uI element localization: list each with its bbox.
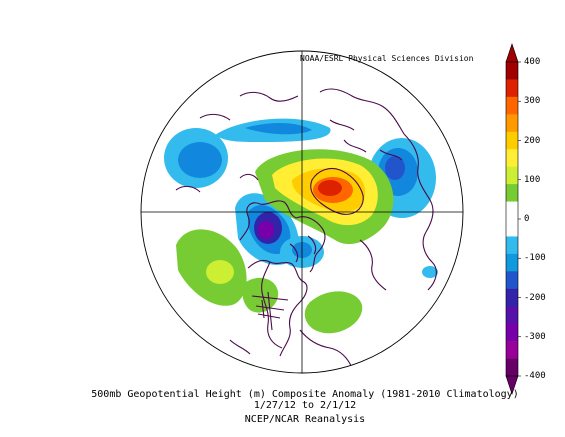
colorbar-arrow-top (505, 43, 519, 63)
colorbar-tick-label: 200 (524, 135, 541, 146)
anomaly-pacific-low-inner (178, 142, 222, 178)
colorbar-segment (506, 114, 518, 133)
anomaly-pacific-high-inner (206, 260, 234, 284)
colorbar-tick-label: -100 (524, 253, 546, 264)
colorbar-tick-label: -200 (524, 292, 546, 303)
anomaly-arctic-high-core (318, 180, 342, 196)
colorbar-segment (506, 79, 518, 98)
colorbar-segment (506, 271, 518, 290)
anomaly-na-low-core (258, 221, 274, 239)
anomaly-us-high (242, 277, 279, 313)
colorbar-segment (506, 219, 518, 237)
coastline-outline (175, 88, 445, 369)
colorbar-tick-label: 0 (524, 214, 530, 224)
colorbar-tick-label: 100 (524, 174, 541, 185)
anomaly-north-band-inner (245, 123, 312, 135)
colorbar-segment (506, 236, 518, 255)
colorbar-segment (506, 253, 518, 272)
anomaly-field (164, 118, 438, 334)
map-boundary (140, 50, 464, 374)
colorbar-segment (506, 149, 518, 167)
caption-title: 500mb Geopotential Height (m) Composite … (91, 389, 519, 400)
colorbar-segment (506, 341, 518, 359)
map-grid (141, 51, 463, 373)
caption-dates: 1/27/12 to 2/1/12 (253, 400, 357, 411)
colorbar-segment (506, 358, 518, 377)
colorbar-segment (506, 166, 518, 185)
colorbar-segment (506, 184, 518, 202)
caption-source: NCEP/NCAR Reanalysis (244, 414, 366, 425)
anomaly-eurasia-low-core (385, 156, 405, 180)
colorbar-segment (506, 62, 518, 80)
anomaly-atlantic-high (304, 291, 363, 334)
colorbar-segment (506, 131, 518, 150)
colorbar-segment (506, 96, 518, 115)
colorbar-tick-label: -400 (524, 371, 546, 381)
colorbar-tick-label: 300 (524, 96, 541, 107)
colorbar-segment (506, 306, 518, 324)
colorbar-tick-label: -300 (524, 331, 546, 342)
credit-label: NOAA/ESRL Physical Sciences Division (300, 54, 474, 63)
colorbar-segment (506, 288, 518, 307)
colorbar-segment (506, 201, 518, 220)
colorbar (505, 43, 521, 395)
anomaly-asia-high (422, 266, 438, 278)
colorbar-segment (506, 323, 518, 342)
colorbar-tick-label: 400 (524, 57, 541, 67)
